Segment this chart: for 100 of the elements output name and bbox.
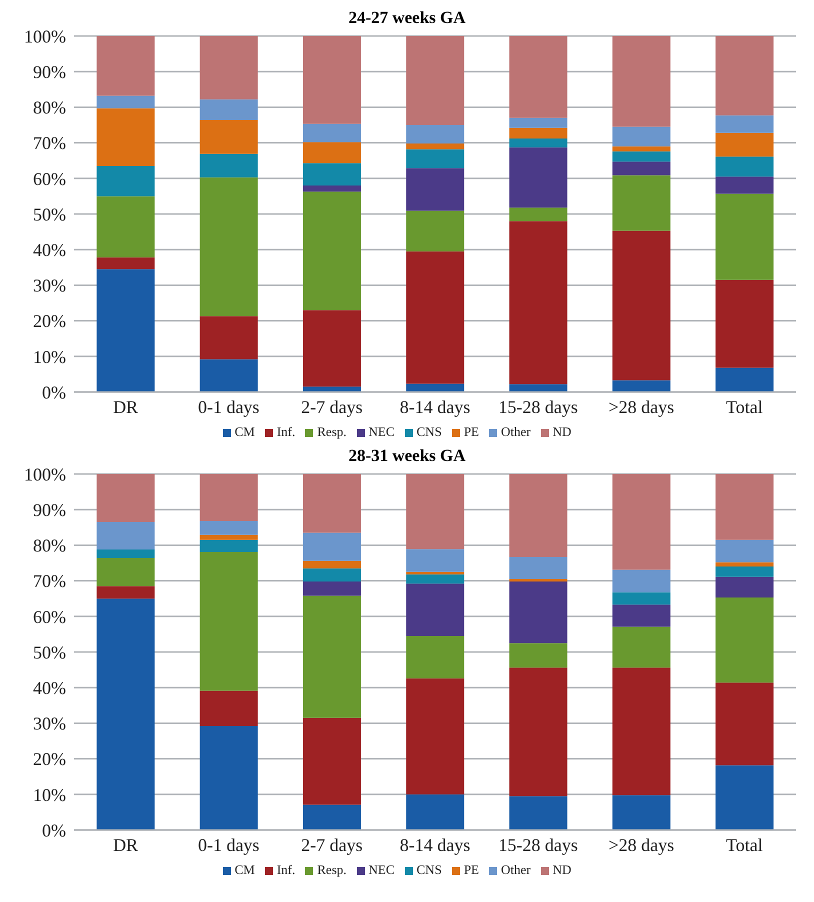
x-tick-label: DR — [113, 396, 138, 417]
bar — [406, 636, 464, 678]
chart-title: 24-27 weeks GA — [347, 8, 467, 28]
bar — [406, 384, 464, 392]
legend-label: CM — [234, 862, 255, 877]
legend-label: Inf. — [276, 862, 296, 877]
bar — [96, 269, 155, 392]
bar — [96, 196, 155, 258]
bar — [302, 163, 361, 186]
y-tick-label: 40% — [33, 678, 66, 698]
bar — [612, 604, 670, 627]
legend-label: CM — [234, 424, 255, 439]
legend-label: Other — [500, 862, 531, 877]
bar — [200, 726, 258, 830]
bar — [716, 540, 774, 562]
bar — [716, 115, 774, 133]
bar — [96, 598, 155, 830]
bar — [302, 532, 361, 561]
legend-label: CNS — [416, 424, 442, 439]
bar — [302, 474, 361, 533]
bar — [200, 534, 258, 540]
bar — [406, 678, 464, 794]
bar — [716, 368, 774, 392]
bar — [509, 556, 568, 580]
x-tick-label: 15-28 days — [498, 396, 578, 417]
x-tick-label: Total — [726, 396, 763, 417]
bar — [200, 690, 258, 726]
bar — [96, 36, 155, 96]
bar — [509, 208, 568, 222]
bar — [302, 596, 361, 718]
bar — [406, 125, 464, 144]
bar — [406, 36, 464, 125]
y-tick-label: 70% — [33, 571, 66, 592]
x-tick-label: 8-14 days — [400, 834, 470, 855]
bar — [200, 120, 258, 154]
legend-label: ND — [552, 862, 572, 877]
y-tick-label: 100% — [24, 464, 66, 484]
bar — [406, 572, 464, 574]
bar — [612, 175, 670, 231]
bar — [509, 384, 568, 392]
y-tick-label: 10% — [33, 346, 66, 367]
bar — [200, 154, 258, 178]
bar — [716, 765, 774, 830]
bar — [406, 251, 464, 384]
legend-label: Resp. — [317, 424, 347, 439]
y-tick-label: 90% — [33, 62, 66, 82]
bar — [200, 177, 258, 316]
bar — [200, 540, 258, 552]
y-tick-label: 20% — [33, 311, 66, 332]
bar — [302, 560, 361, 568]
bar — [716, 562, 774, 567]
bar — [509, 118, 568, 128]
bar — [716, 132, 774, 157]
bar — [612, 795, 670, 830]
bar — [716, 194, 774, 280]
x-tick-label: 8-14 days — [400, 396, 470, 417]
bar — [716, 598, 774, 683]
bar — [96, 96, 155, 108]
bar — [96, 474, 155, 522]
bar — [612, 146, 670, 152]
bar — [96, 257, 155, 270]
bar — [200, 36, 258, 100]
y-tick-label: 50% — [33, 642, 66, 662]
x-tick-label: 0-1 days — [198, 834, 260, 855]
bar — [612, 151, 670, 162]
bar — [406, 574, 464, 584]
bar — [716, 280, 774, 368]
bar — [509, 474, 568, 557]
bar — [612, 592, 670, 605]
x-tick-label: >28 days — [608, 834, 674, 855]
bar — [509, 36, 568, 118]
bar — [716, 156, 774, 177]
bar — [509, 582, 568, 644]
bar — [302, 718, 361, 805]
y-tick-label: 80% — [33, 536, 66, 556]
bar — [302, 142, 361, 164]
bar — [716, 474, 774, 540]
bar — [612, 162, 670, 176]
bar — [200, 359, 258, 392]
bar — [612, 570, 670, 592]
legend-label: ND — [552, 424, 572, 439]
bar — [96, 586, 155, 599]
x-tick-label: Total — [726, 834, 763, 855]
bar — [509, 138, 568, 148]
bar — [509, 796, 568, 830]
x-tick-label: 0-1 days — [198, 396, 260, 417]
bar — [406, 584, 464, 636]
bar — [302, 192, 361, 310]
bar — [406, 794, 464, 830]
bar — [200, 520, 258, 535]
bar — [200, 99, 258, 120]
y-tick-label: 30% — [33, 714, 66, 734]
y-tick-label: 60% — [33, 168, 66, 189]
bar — [406, 149, 464, 168]
bar — [96, 558, 155, 586]
bar — [509, 668, 568, 796]
bar — [96, 549, 155, 558]
bar — [406, 549, 464, 572]
y-tick-label: 40% — [33, 240, 66, 260]
bar — [509, 221, 568, 384]
